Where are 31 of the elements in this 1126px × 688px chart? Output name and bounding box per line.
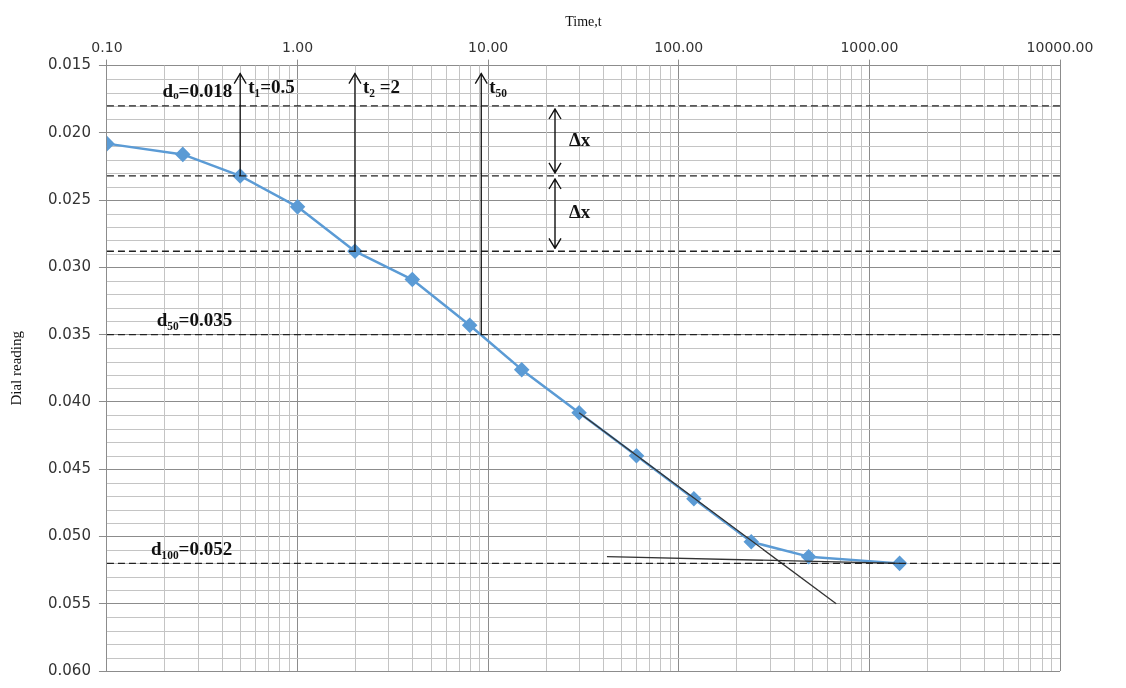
y-tick-label: 0.045 xyxy=(47,459,91,478)
annotation: Δx xyxy=(568,128,591,150)
point xyxy=(175,147,191,162)
x-tick-label: 10000.00 xyxy=(1026,38,1094,55)
y-tick-label: 0.030 xyxy=(47,257,91,276)
x-tick-label: 1.00 xyxy=(281,38,314,55)
point xyxy=(801,549,816,564)
y-tick-label: 0.020 xyxy=(47,122,91,141)
ref-line-label: t₁=0.5 xyxy=(248,75,295,97)
x-tick-label: 0.10 xyxy=(91,38,123,55)
x-axis-title: Time,t xyxy=(565,14,602,30)
y-tick-label: 0.025 xyxy=(47,190,91,209)
point xyxy=(290,199,305,215)
ref-line-label: t₂ =2 xyxy=(362,75,401,97)
x-tick-label: 100.00 xyxy=(654,38,704,55)
ref-line-label: dₒ=0.018 xyxy=(162,80,233,102)
annotation: Δx xyxy=(568,201,591,223)
x-tick-label: 10.00 xyxy=(468,38,509,55)
x-tick-label: 1000.00 xyxy=(840,38,899,55)
point xyxy=(405,272,420,287)
point xyxy=(571,405,587,420)
y-tick-label: 0.035 xyxy=(47,324,91,343)
y-tick-label: 0.060 xyxy=(47,660,91,679)
y-tick-label: 0.050 xyxy=(47,526,91,545)
ref-line-label: d₅₀=0.035 xyxy=(156,309,233,331)
ref-line-label: d₁₀₀=0.052 xyxy=(150,537,233,559)
y-tick-label: 0.015 xyxy=(47,55,91,74)
y-tick-label: 0.040 xyxy=(47,391,91,410)
y-axis-title: Dial reading xyxy=(7,330,24,406)
y-tick-label: 0.055 xyxy=(47,593,91,612)
ref-line-label: t₅₀ xyxy=(489,75,508,97)
